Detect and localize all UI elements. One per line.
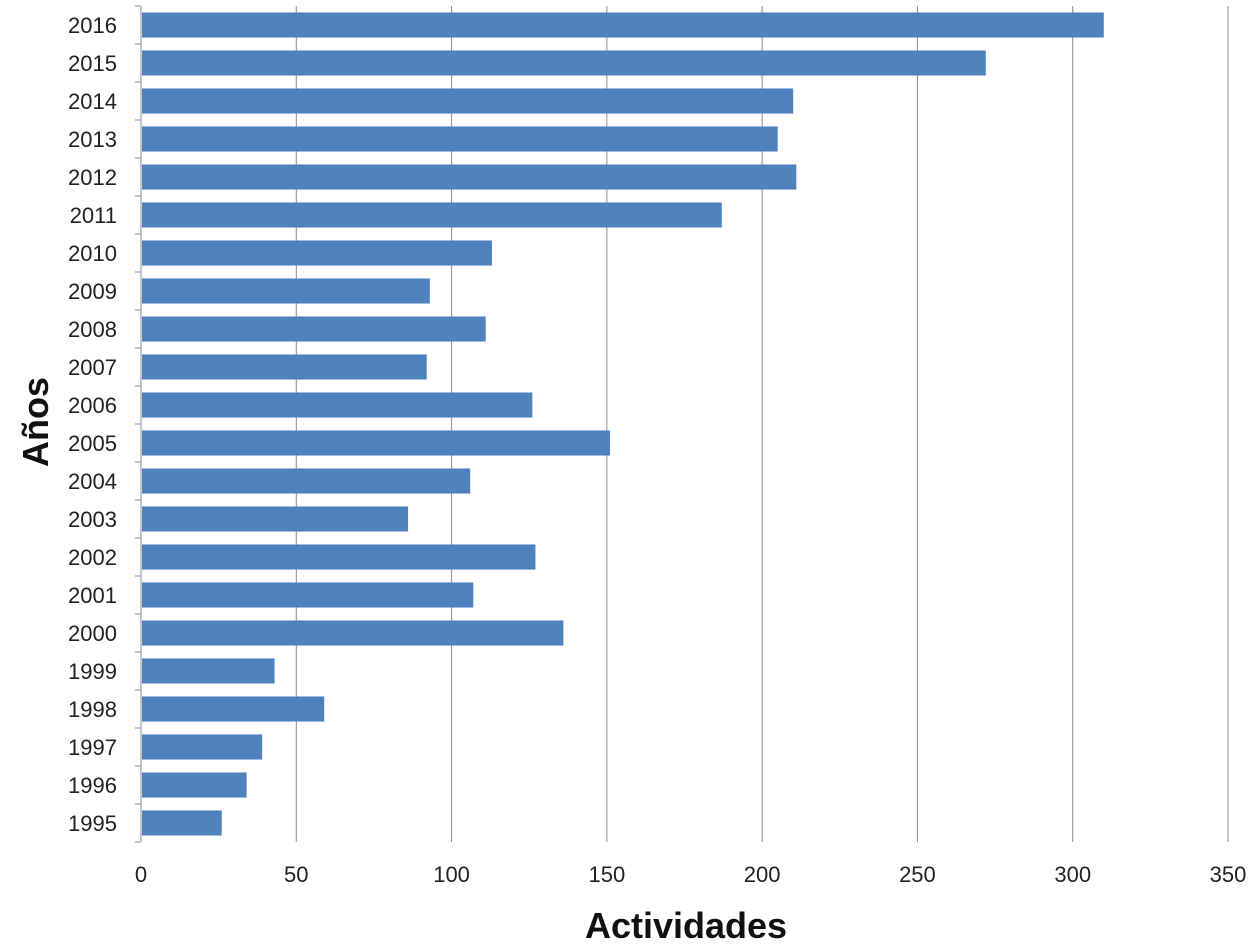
- y-tick-label: 2014: [68, 89, 117, 114]
- x-tick-label: 0: [135, 862, 147, 887]
- bar-1996: [142, 772, 247, 798]
- y-tick-label: 2011: [70, 203, 117, 228]
- bar-2001: [142, 582, 474, 608]
- bar-2014: [142, 88, 794, 114]
- bar-2010: [142, 240, 492, 266]
- bar-2006: [142, 392, 533, 418]
- bar-1998: [142, 696, 325, 722]
- x-tick-label: 350: [1210, 862, 1247, 887]
- y-tick-label: 2003: [68, 507, 117, 532]
- y-axis-title: Años: [15, 377, 56, 467]
- bar-2016: [142, 12, 1104, 38]
- y-tick-label: 1998: [68, 697, 117, 722]
- y-tick-label: 2002: [68, 545, 117, 570]
- x-tick-label: 50: [284, 862, 308, 887]
- bar-2008: [142, 316, 486, 342]
- bar-1997: [142, 734, 263, 760]
- x-tick-label: 150: [588, 862, 625, 887]
- y-tick-label: 2008: [68, 317, 117, 342]
- y-tick-label: 2006: [68, 393, 117, 418]
- bar-2013: [142, 126, 778, 152]
- y-tick-label: 1999: [68, 659, 117, 684]
- bar-2009: [142, 278, 430, 304]
- bar-1995: [142, 810, 222, 836]
- bar-2005: [142, 430, 610, 456]
- y-tick-label: 2016: [68, 13, 117, 38]
- y-tick-label: 2000: [68, 621, 117, 646]
- y-tick-label: 2009: [68, 279, 117, 304]
- y-tick-label: 2001: [68, 583, 117, 608]
- y-tick-label: 2005: [68, 431, 117, 456]
- bar-2002: [142, 544, 536, 570]
- bar-2003: [142, 506, 409, 532]
- x-tick-labels: 0 50 100 150 200 250 300 350: [135, 862, 1246, 887]
- axes: [135, 5, 142, 843]
- x-tick-label: 100: [433, 862, 470, 887]
- bar-2000: [142, 620, 564, 646]
- y-tick-label: 2010: [68, 241, 117, 266]
- y-tick-label: 1997: [68, 735, 117, 760]
- x-axis-title: Actividades: [585, 905, 787, 945]
- bar-2012: [142, 164, 797, 190]
- x-tick-label: 200: [744, 862, 781, 887]
- bar-2015: [142, 50, 986, 76]
- y-tick-label: 1996: [68, 773, 117, 798]
- y-tick-labels: 2016 2015 2014 2013 2012 2011 2010 2009 2008 2007…: [68, 13, 117, 836]
- y-tick-label: 2015: [68, 51, 117, 76]
- bar-2004: [142, 468, 471, 494]
- y-tick-label: 2004: [68, 469, 117, 494]
- y-tick-label: 2007: [68, 355, 117, 380]
- bar-2011: [142, 202, 722, 228]
- y-tick-label: 1995: [68, 811, 117, 836]
- x-tick-label: 250: [899, 862, 936, 887]
- y-tick-label: 2013: [68, 127, 117, 152]
- bar-2007: [142, 354, 427, 380]
- x-tick-label: 300: [1054, 862, 1091, 887]
- y-tick-label: 2012: [68, 165, 117, 190]
- bars: [142, 12, 1104, 836]
- bar-1999: [142, 658, 275, 684]
